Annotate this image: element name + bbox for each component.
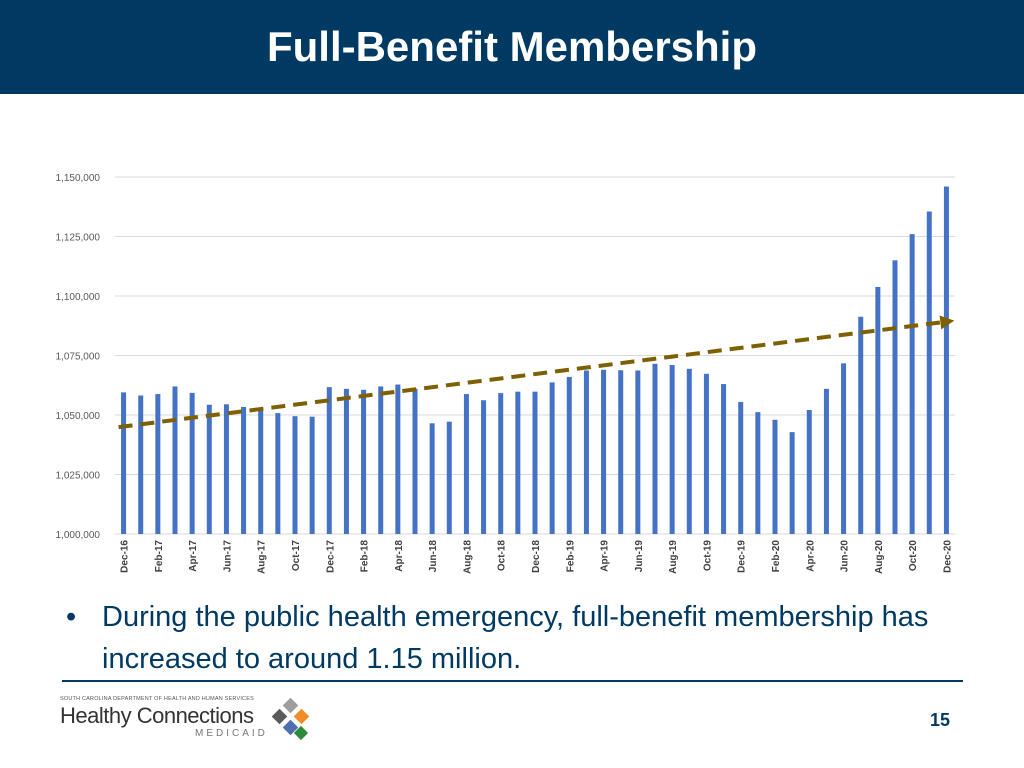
bar-Mar-18 (378, 386, 384, 534)
logo-mark-icon (271, 698, 310, 741)
x-tick-label: Oct-18 (497, 540, 508, 572)
bar-Apr-19 (601, 369, 607, 534)
bullet-point: • During the public health emergency, fu… (66, 596, 972, 680)
bar-Jul-17 (241, 406, 247, 534)
x-tick-label: Aug-17 (257, 540, 268, 574)
y-tick-label: 1,075,000 (56, 352, 101, 363)
x-tick-label: Dec-17 (325, 540, 336, 573)
bar-Sep-18 (481, 400, 487, 534)
bar-Feb-17 (155, 394, 161, 534)
bar-Jun-19 (635, 370, 641, 534)
bar-Jan-19 (549, 382, 555, 534)
bar-May-17 (206, 404, 212, 534)
bar-Dec-19 (738, 401, 744, 534)
bar-Jun-17 (223, 404, 229, 534)
bar-Jun-20 (841, 363, 847, 534)
membership-bar-chart: 1,000,000 1,025,000 1,050,000 1,075,000 1,10… (56, 173, 955, 574)
bar-Jan-17 (138, 395, 144, 534)
bar-Nov-17 (309, 416, 315, 534)
footer-divider (62, 680, 963, 682)
logo-brand-text: Healthy Connections (60, 703, 254, 728)
x-tick-label: Oct-19 (702, 540, 713, 572)
bar-Dec-18 (532, 391, 538, 534)
bar-Oct-19 (703, 373, 709, 534)
x-tick-label: Apr-17 (188, 540, 199, 572)
bar-Apr-18 (395, 384, 401, 534)
bar-Feb-19 (566, 376, 572, 534)
title-bar: Full-Benefit Membership (0, 0, 1024, 94)
x-tick-label: Dec-19 (737, 540, 748, 573)
x-tick-label: Feb-19 (565, 540, 576, 573)
logo-department-text: SOUTH CAROLINA DEPARTMENT OF HEALTH AND … (60, 696, 254, 702)
bar-Oct-18 (498, 393, 504, 534)
x-tick-label: Jun-19 (634, 540, 645, 573)
x-tick-label: Jun-17 (222, 540, 233, 573)
bar-Dec-20 (943, 186, 949, 534)
x-tick-label: Apr-19 (600, 540, 611, 572)
bar-Dec-17 (326, 387, 332, 534)
x-tick-label: Jun-20 (840, 540, 851, 573)
x-tick-label: Dec-20 (942, 540, 953, 573)
x-tick-label: Aug-18 (462, 540, 473, 574)
healthy-connections-logo: SOUTH CAROLINA DEPARTMENT OF HEALTH AND … (60, 696, 320, 746)
y-tick-label: 1,125,000 (56, 233, 101, 244)
bar-Jul-20 (858, 316, 864, 534)
bar-Dec-16 (121, 392, 127, 534)
bar-Mar-17 (172, 386, 178, 534)
x-tick-label: Dec-16 (120, 540, 131, 573)
bar-Apr-17 (189, 392, 195, 534)
bar-Nov-18 (515, 391, 521, 534)
trend-line (118, 320, 941, 430)
x-tick-label: Feb-20 (771, 540, 782, 573)
bullet-dot-icon: • (66, 601, 77, 633)
bar-Jun-18 (429, 423, 435, 534)
logo-medicaid-text: MEDICAID (195, 728, 268, 739)
bar-Jan-18 (343, 388, 349, 534)
bullet-text: During the public health emergency, full… (102, 601, 929, 675)
x-tick-label: Feb-18 (360, 540, 371, 573)
bar-Aug-19 (669, 365, 675, 534)
y-tick-label: 1,000,000 (56, 530, 101, 541)
bar-Sep-19 (686, 368, 692, 534)
bar-May-19 (618, 370, 624, 534)
bar-Mar-19 (583, 370, 589, 534)
trend-arrowhead-icon (939, 315, 955, 330)
x-tick-label: Aug-19 (668, 540, 679, 574)
x-tick-label: Feb-17 (154, 540, 165, 573)
x-tick-label: Oct-20 (908, 540, 919, 572)
slide-title: Full-Benefit Membership (266, 23, 758, 70)
bar-Aug-17 (258, 410, 264, 534)
bar-Mar-20 (789, 432, 795, 534)
y-tick-label: 1,150,000 (56, 173, 101, 184)
bar-Feb-18 (361, 389, 367, 534)
bar-Sep-17 (275, 413, 281, 534)
y-tick-label: 1,025,000 (56, 471, 101, 482)
page-number: 15 (930, 710, 951, 730)
x-tick-label: Apr-18 (394, 540, 405, 572)
bar-Aug-20 (875, 286, 881, 534)
x-tick-label: Oct-17 (291, 540, 302, 572)
bar-May-18 (412, 388, 418, 534)
y-tick-label: 1,050,000 (56, 411, 101, 422)
bar-Sep-20 (892, 260, 898, 534)
bar-Feb-20 (772, 419, 778, 534)
bar-Jul-18 (446, 421, 452, 534)
x-tick-label: Aug-20 (874, 540, 885, 574)
y-tick-label: 1,100,000 (56, 292, 101, 303)
bar-Nov-20 (926, 211, 932, 534)
bar-Nov-19 (721, 384, 727, 534)
bar-Jul-19 (652, 363, 658, 534)
bar-Oct-20 (909, 234, 915, 534)
bar-Aug-18 (463, 394, 469, 534)
bar-Oct-17 (292, 416, 298, 534)
bar-Apr-20 (806, 410, 812, 534)
x-tick-label: Dec-18 (531, 540, 542, 573)
bar-May-20 (823, 388, 829, 534)
x-tick-label: Apr-20 (805, 540, 816, 572)
bar-Jan-20 (755, 412, 761, 534)
x-tick-label: Jun-18 (428, 540, 439, 573)
